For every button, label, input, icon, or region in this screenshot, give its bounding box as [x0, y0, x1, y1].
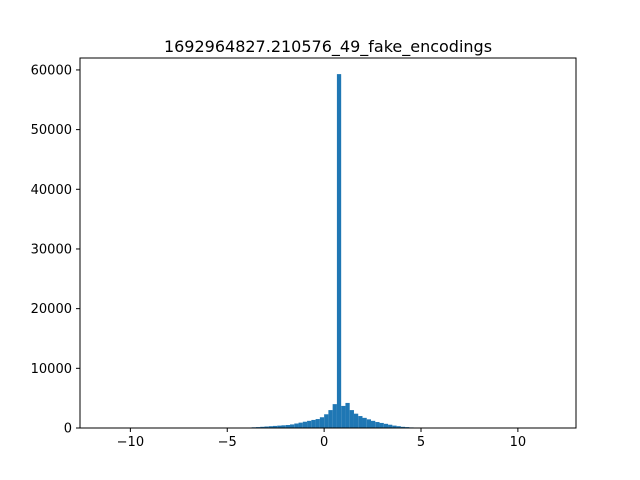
y-tick-label: 40000 [31, 183, 72, 198]
histogram-bar [281, 425, 286, 428]
histogram-bar [307, 420, 312, 428]
histogram-bar [345, 402, 350, 428]
histogram-bar [375, 422, 380, 428]
histogram-bar [383, 423, 389, 428]
histogram-bar [362, 417, 367, 428]
y-tick-label: 60000 [31, 63, 72, 78]
y-tick-label: 10000 [31, 362, 72, 377]
histogram-bar [290, 424, 295, 428]
histogram-bar [285, 425, 291, 428]
histogram-bar [388, 424, 393, 428]
histogram-bar [302, 421, 308, 428]
plot-frame [79, 57, 577, 429]
histogram-bar [349, 410, 354, 428]
histogram-bar [315, 419, 320, 428]
histogram-bar [341, 405, 346, 428]
x-tick-label: 0 [320, 435, 328, 450]
histogram-bar [366, 419, 372, 428]
y-tick-label: 0 [64, 422, 72, 437]
histogram-bar [400, 426, 406, 428]
histogram-bar [268, 426, 273, 428]
histogram-bar [294, 423, 299, 428]
y-tick-label: 30000 [31, 242, 72, 257]
histogram-bar [371, 420, 376, 428]
histogram-bar [396, 426, 401, 428]
histogram-bar [298, 422, 303, 428]
y-axis: 0 10000 20000 30000 40000 50000 60000 [31, 63, 80, 437]
histogram-bar [392, 425, 397, 428]
histogram-bar [319, 417, 325, 428]
x-tick-label: −5 [218, 435, 237, 450]
histogram-bar [353, 413, 359, 428]
histogram-bar [332, 404, 337, 428]
y-tick-label: 50000 [31, 123, 72, 138]
histogram-bar [324, 414, 329, 428]
x-axis: −10 −5 0 5 10 [117, 428, 526, 450]
histogram-bar [272, 425, 278, 428]
histogram-bar [264, 426, 269, 428]
histogram-bar [277, 425, 282, 428]
bars-group [111, 74, 572, 429]
histogram-bar [311, 419, 316, 428]
chart-title: 1692964827.210576_49_fake_encodings [164, 37, 492, 57]
x-tick-label: 5 [417, 435, 425, 450]
y-tick-label: 20000 [31, 302, 72, 317]
histogram-bar [358, 416, 363, 428]
x-tick-label: −10 [117, 435, 144, 450]
histogram-bar [336, 74, 342, 429]
histogram-bar [328, 410, 333, 428]
histogram-bar [260, 426, 265, 428]
x-tick-label: 10 [510, 435, 527, 450]
histogram-bar [379, 422, 384, 428]
